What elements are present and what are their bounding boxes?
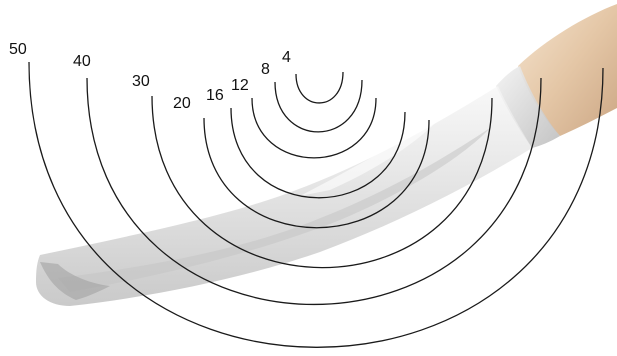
ferrule bbox=[496, 66, 560, 148]
blade-channel bbox=[58, 128, 490, 292]
sweep-12-curve bbox=[251, 97, 377, 159]
sweep-label-30: 30 bbox=[132, 73, 150, 90]
sweep-40-curve bbox=[86, 77, 542, 305]
sweep-20-curve bbox=[203, 117, 430, 229]
handle bbox=[518, 4, 617, 136]
sweep-30-curve bbox=[151, 95, 493, 269]
sweep-16-curve bbox=[230, 107, 406, 199]
sweep-8-curve bbox=[274, 79, 363, 133]
blade-tip bbox=[40, 262, 110, 300]
sweep-label-12: 12 bbox=[231, 77, 249, 94]
sweep-label-40: 40 bbox=[73, 53, 91, 70]
sweep-4-curve bbox=[295, 71, 344, 104]
sweep-label-16: 16 bbox=[206, 87, 224, 104]
sweep-label-20: 20 bbox=[173, 95, 191, 112]
sweep-label-4: 4 bbox=[282, 49, 291, 66]
sweep-50-curve bbox=[28, 61, 604, 348]
sweep-label-50: 50 bbox=[9, 41, 27, 58]
sweep-label-8: 8 bbox=[261, 61, 270, 78]
